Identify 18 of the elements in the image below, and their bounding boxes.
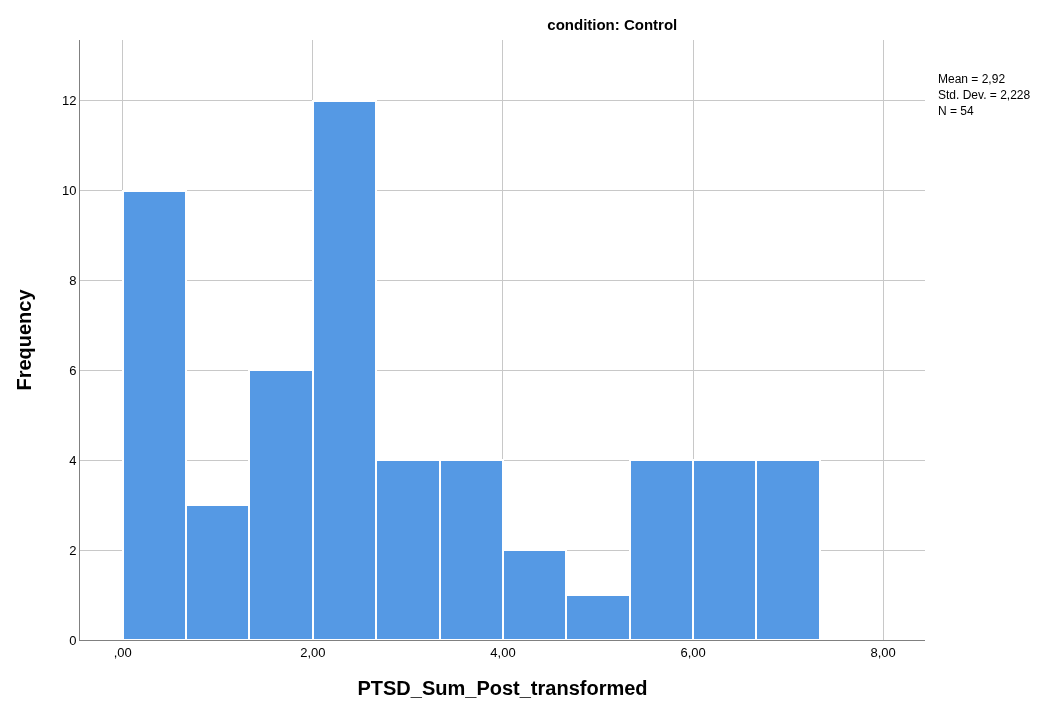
x-tick-label: 6,00	[680, 644, 706, 660]
x-tick-label: 8,00	[870, 644, 896, 660]
y-tick-label: 0	[69, 632, 77, 648]
y-tick-label: 4	[69, 452, 77, 468]
text: N = 54	[938, 104, 975, 118]
y-tick-label: 8	[69, 273, 77, 288]
x-tick-label: 4,00	[490, 644, 516, 660]
text: Mean = 2,92	[938, 72, 1006, 86]
y-tick-label: 6	[69, 362, 77, 378]
x-tick-label: ,00	[113, 644, 132, 660]
x-axis-title: PTSD_Sum_Post_transformed	[357, 677, 648, 700]
y-tick-label: 2	[69, 542, 77, 558]
y-axis-title: Frequency	[13, 288, 36, 391]
text: Std. Dev. = 2,228	[938, 88, 1031, 102]
y-tick-label: 10	[61, 183, 77, 199]
y-tick-label: 12	[61, 93, 77, 109]
x-tick-label: 2,00	[300, 644, 326, 660]
chart-title: condition: Control	[547, 16, 678, 34]
